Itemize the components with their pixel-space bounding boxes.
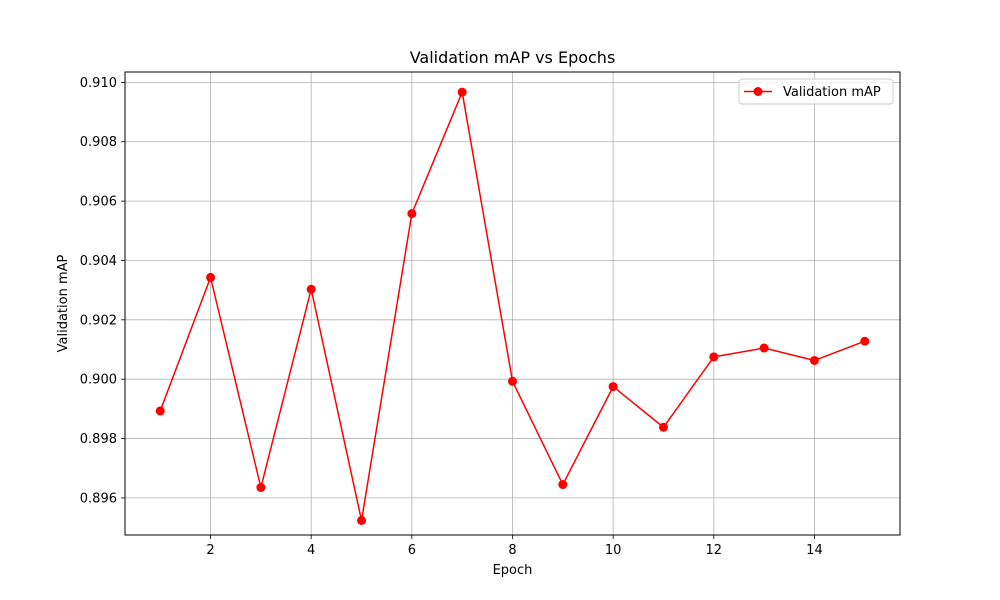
data-point xyxy=(407,209,417,219)
legend-point-marker xyxy=(753,87,763,96)
data-point xyxy=(608,382,618,392)
data-point xyxy=(558,480,568,490)
y-tick-label: 0.908 xyxy=(80,135,117,150)
y-axis-label: Validation mAP xyxy=(56,254,71,352)
y-tick-label: 0.910 xyxy=(80,76,117,91)
x-tick-label: 2 xyxy=(206,543,214,558)
y-tick-label: 0.896 xyxy=(80,491,117,506)
y-tick-label: 0.898 xyxy=(80,432,117,447)
y-tick-label: 0.900 xyxy=(80,373,117,388)
series-layer xyxy=(155,87,870,525)
y-tick-label: 0.904 xyxy=(80,254,117,269)
data-point xyxy=(860,336,870,346)
data-point xyxy=(508,376,517,386)
x-tick-label: 12 xyxy=(706,543,723,558)
data-point xyxy=(709,352,719,362)
data-point xyxy=(306,284,316,294)
data-point xyxy=(256,483,266,493)
data-point xyxy=(155,406,165,416)
y-tick-label: 0.902 xyxy=(80,313,117,328)
x-tick-label: 6 xyxy=(408,543,416,558)
legend: Validation mAP xyxy=(738,78,894,105)
data-point xyxy=(206,272,216,282)
x-tick-label: 14 xyxy=(806,543,823,558)
x-tick-label: 10 xyxy=(605,543,622,558)
data-point xyxy=(457,87,467,97)
data-point xyxy=(759,343,769,353)
legend-entry: Validation mAP xyxy=(783,85,881,100)
data-point xyxy=(658,422,668,432)
x-axis-label: Epoch xyxy=(493,563,533,578)
y-tick-label: 0.906 xyxy=(80,195,117,210)
chart-title: Validation mAP vs Epochs xyxy=(410,48,616,67)
ticks: 2 4 6 8 10 12 14 0.896 0.898 0.900 0.902 0.904 0.906… xyxy=(80,76,823,558)
data-point xyxy=(357,515,367,525)
legend-box xyxy=(738,78,894,105)
x-tick-label: 8 xyxy=(508,543,516,558)
x-tick-label: 4 xyxy=(307,543,315,558)
data-point xyxy=(809,355,819,365)
